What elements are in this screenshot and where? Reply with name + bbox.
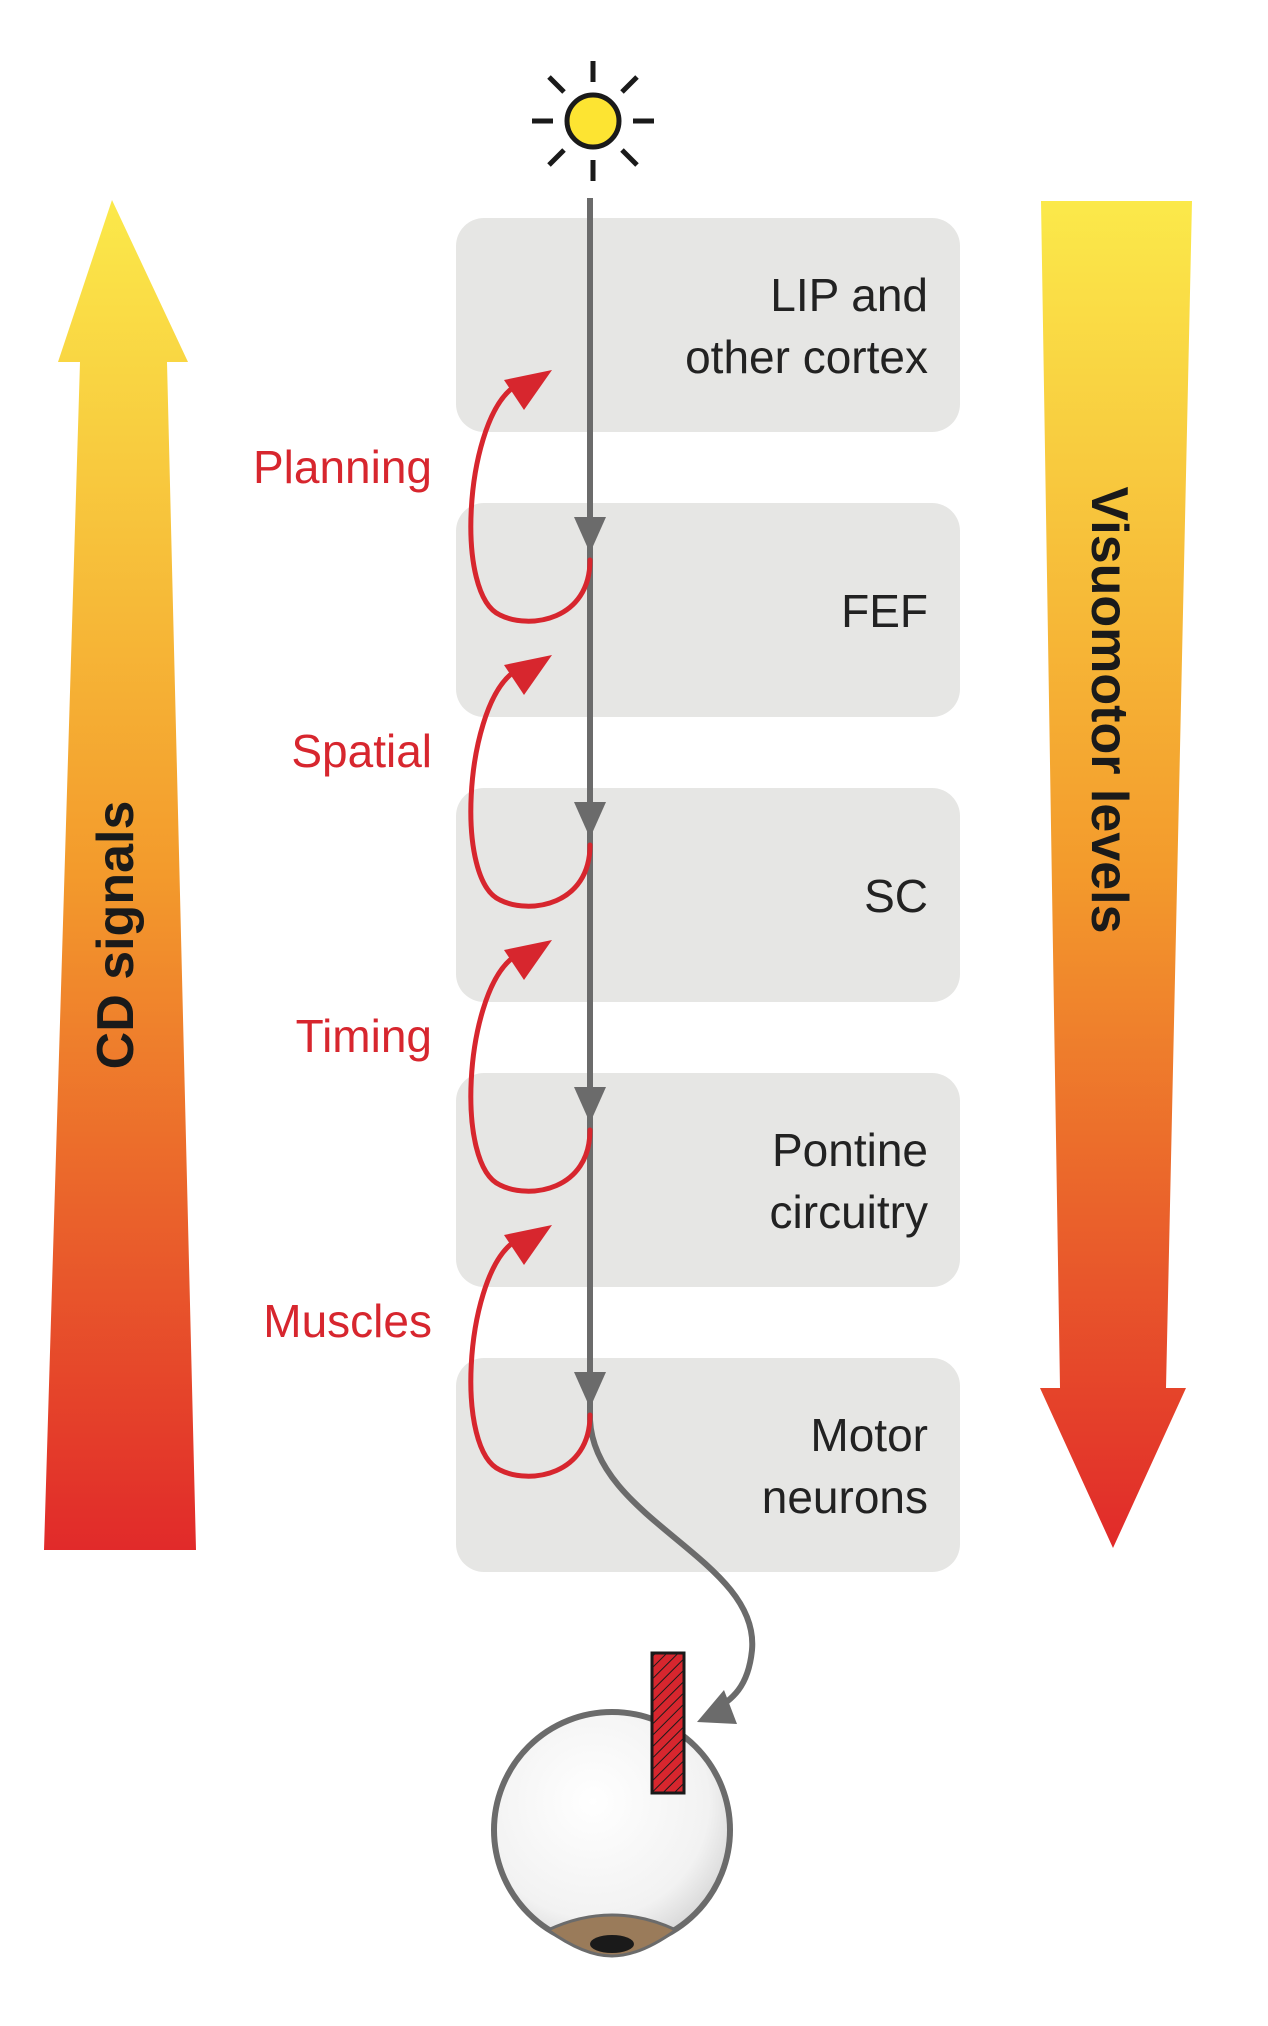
box-label-pontine-line2: circuitry xyxy=(770,1186,928,1238)
cd-arrowhead-spatial xyxy=(504,655,552,695)
visuomotor-levels-arrow xyxy=(1040,201,1192,1548)
visuomotor-levels-label: Visuomotor levels xyxy=(1080,487,1138,934)
cd-signals-label: CD signals xyxy=(87,801,145,1070)
eye-icon xyxy=(491,1709,733,1958)
box-sc xyxy=(456,788,960,1002)
pathway-arrowhead-motor xyxy=(574,1372,606,1408)
pathway-arrowheads xyxy=(574,517,737,1724)
pathway-arrowhead-fef xyxy=(574,517,606,553)
box-pontine xyxy=(456,1073,960,1287)
box-lip-cortex xyxy=(456,218,960,432)
pathway-arrowhead-pontine xyxy=(574,1087,606,1123)
box-label-sc: SC xyxy=(864,870,928,922)
cd-label-muscles: Muscles xyxy=(263,1295,432,1347)
cd-loop-planning xyxy=(468,387,593,624)
box-label-pontine-line1: Pontine xyxy=(772,1124,928,1176)
box-motor-neurons xyxy=(456,1358,960,1572)
cd-loop-timing xyxy=(468,957,593,1194)
box-label-motor-line2: neurons xyxy=(762,1471,928,1523)
box-label-lip-line2: other cortex xyxy=(685,331,928,383)
box-label-fef: FEF xyxy=(841,585,928,637)
cd-label-planning: Planning xyxy=(253,441,432,493)
cd-loop-arrowheads xyxy=(504,370,552,1265)
eye-muscle-icon xyxy=(650,1651,686,1795)
cd-loop-muscles xyxy=(468,1242,593,1479)
cd-loop-spatial xyxy=(468,672,593,909)
pathway-arrowhead-sc xyxy=(574,802,606,838)
cd-arrowhead-planning xyxy=(504,370,552,410)
box-fef xyxy=(456,503,960,717)
level-boxes xyxy=(456,218,960,1572)
pathway-arrowhead-eye xyxy=(697,1690,737,1724)
sun-icon xyxy=(532,61,654,181)
cd-label-timing: Timing xyxy=(296,1010,432,1062)
cd-label-spatial: Spatial xyxy=(291,725,432,777)
cd-loops xyxy=(468,387,593,1479)
cd-arrowhead-timing xyxy=(504,940,552,980)
box-label-motor-line1: Motor xyxy=(810,1409,928,1461)
box-label-lip-line1: LIP and xyxy=(770,269,928,321)
cd-signals-arrow xyxy=(44,200,196,1550)
cd-arrowhead-muscles xyxy=(504,1225,552,1265)
